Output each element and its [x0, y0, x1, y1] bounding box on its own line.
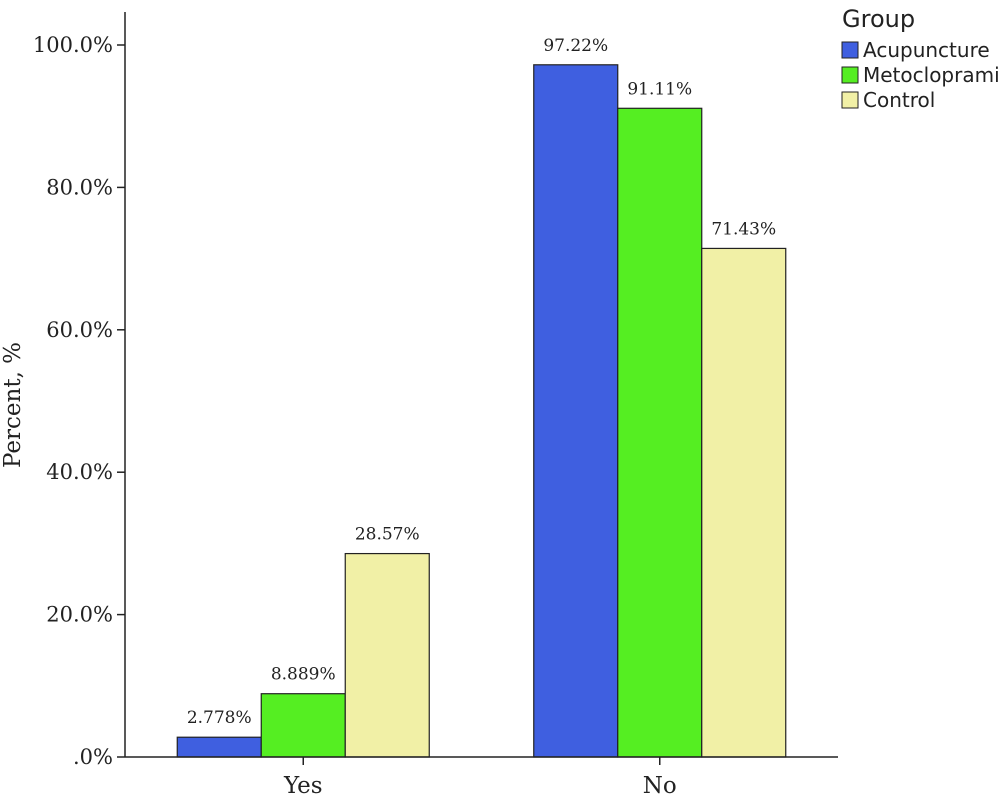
- legend-label: Acupuncture: [863, 38, 990, 62]
- bar-metoclopramide-no: [617, 107, 703, 758]
- bar-control-no: [701, 247, 787, 758]
- legend-items: AcupunctureMetoclopramideControl: [841, 38, 1000, 112]
- legend-title: Group: [842, 5, 915, 33]
- legend-swatch: [841, 91, 859, 109]
- legend-label: Control: [863, 88, 935, 112]
- data-label: 8.889%: [271, 665, 336, 685]
- legend: Group AcupunctureMetoclopramideControl: [841, 5, 1000, 112]
- x-ticks: Yes No: [283, 757, 677, 799]
- legend-swatch: [841, 41, 859, 59]
- y-tick-label: 20.0%: [46, 603, 113, 627]
- bar-metoclopramide-yes: [260, 693, 346, 758]
- bar-acupuncture-no: [533, 64, 619, 758]
- y-tick-label: 60.0%: [46, 318, 113, 342]
- y-tick-label: .0%: [73, 745, 113, 769]
- legend-label: Metoclopramide: [863, 63, 1000, 87]
- data-label: 2.778%: [187, 708, 252, 728]
- y-axis-title: Percent, %: [0, 342, 26, 468]
- y-tick-label: 40.0%: [46, 460, 113, 484]
- x-tick-label: Yes: [283, 773, 323, 799]
- bar-acupuncture-yes: [176, 736, 262, 758]
- axes: .0% 20.0% 40.0% 60.0% 80.0% 100.0% Yes No: [33, 12, 838, 799]
- plot-area: 2.778% 8.889% 28.57% 97.22% 91.11% 71.43%: [176, 36, 787, 758]
- legend-swatch: [841, 66, 859, 84]
- data-label: 97.22%: [543, 36, 608, 56]
- y-tick-label: 100.0%: [33, 33, 113, 57]
- bar-control-yes: [344, 552, 430, 758]
- data-label: 91.11%: [627, 79, 692, 99]
- x-tick-label: No: [643, 773, 677, 799]
- y-ticks: .0% 20.0% 40.0% 60.0% 80.0% 100.0%: [33, 33, 125, 769]
- y-tick-label: 80.0%: [46, 175, 113, 199]
- data-label: 28.57%: [355, 525, 420, 545]
- data-label: 71.43%: [711, 219, 776, 239]
